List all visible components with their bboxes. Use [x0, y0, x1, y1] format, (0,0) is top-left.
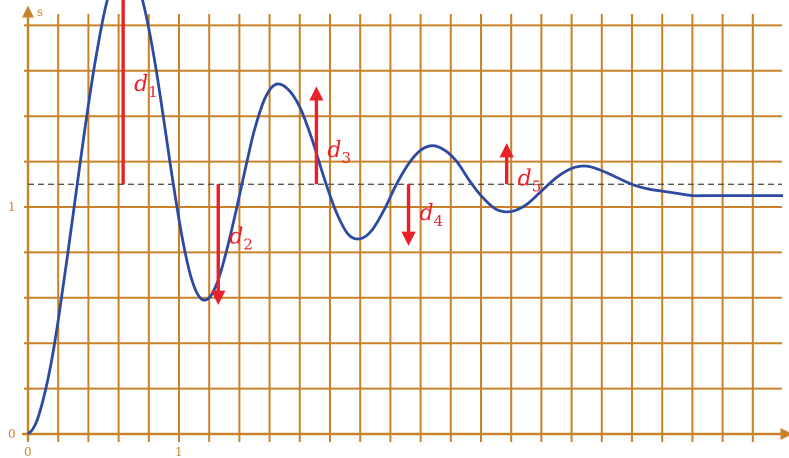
tick-labels: 0 1 0 1 s [8, 5, 183, 458]
deviation-label-4: d4 [420, 201, 444, 230]
y-tick-label: 1 [8, 200, 16, 214]
deviation-label-1: d1 [134, 72, 158, 101]
deviation-label-2: d2 [229, 225, 253, 254]
axes [22, 5, 789, 440]
response-curve [27, 0, 783, 436]
x-tick-label: 0 [24, 445, 32, 458]
deviation-label-5: d5 [518, 166, 542, 195]
y-axis-label: s [37, 5, 43, 19]
x-tick-label: 1 [175, 445, 183, 458]
deviation-label-3: d3 [327, 138, 351, 167]
y-tick-label: 0 [8, 427, 16, 441]
grid [24, 14, 782, 442]
